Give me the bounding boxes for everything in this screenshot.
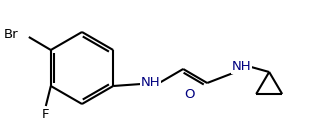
Text: F: F <box>42 109 50 122</box>
Text: O: O <box>184 89 194 102</box>
Text: Br: Br <box>4 28 19 42</box>
Text: NH: NH <box>231 61 251 73</box>
Text: NH: NH <box>140 76 160 89</box>
